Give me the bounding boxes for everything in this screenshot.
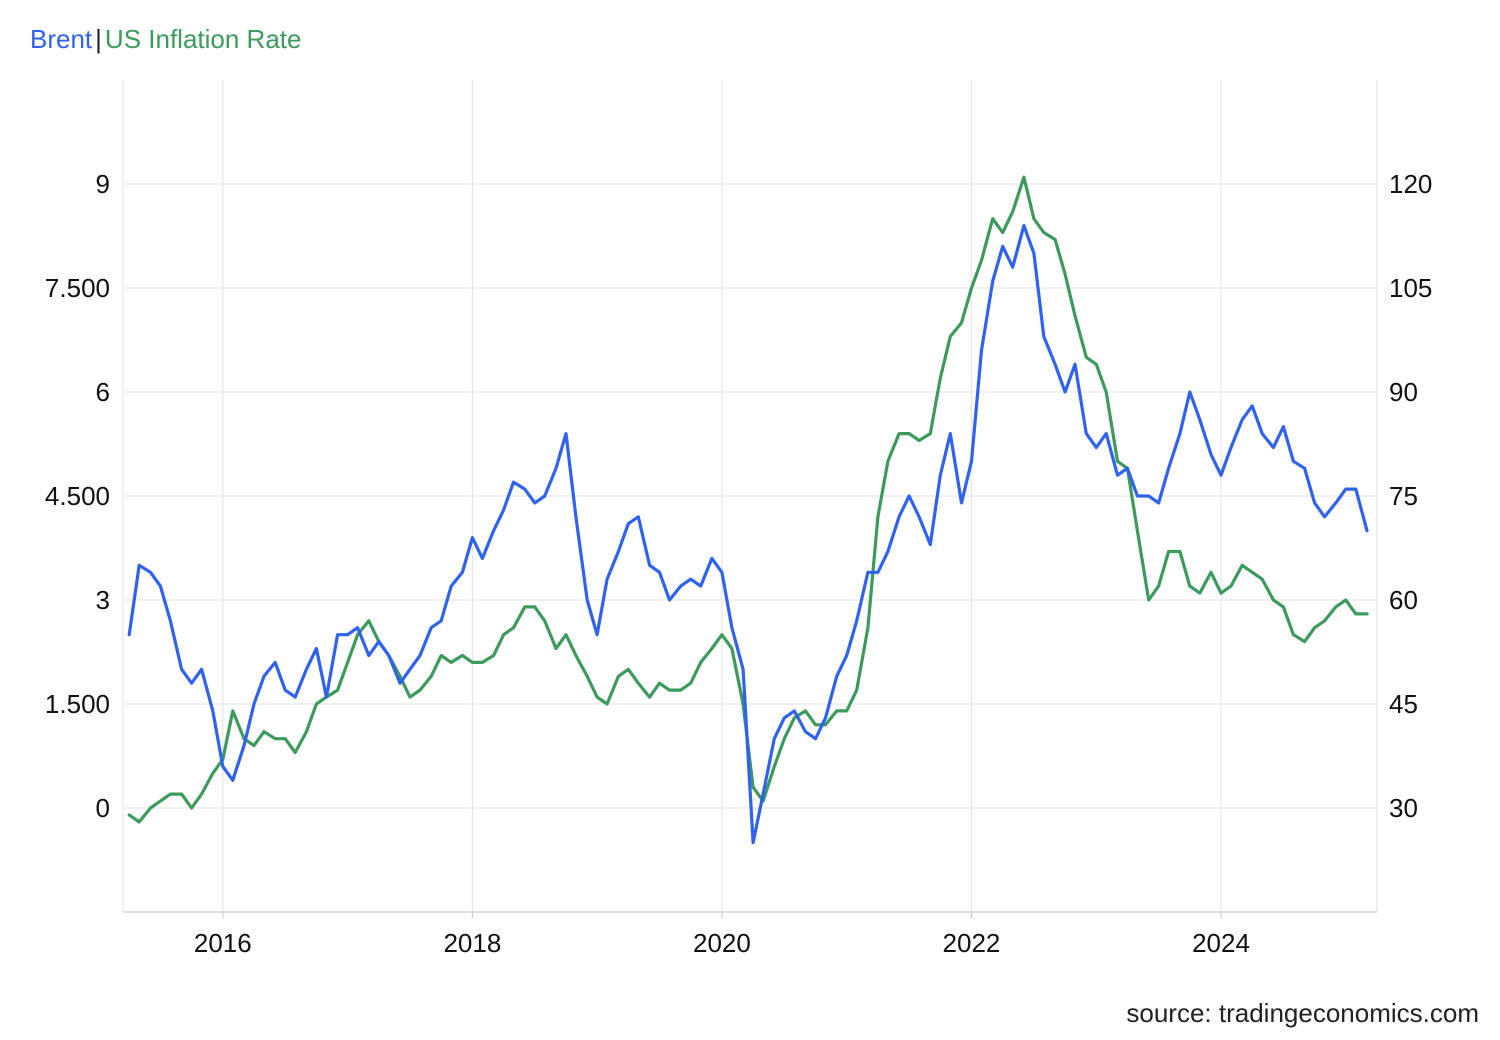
legend-inflation[interactable]: US Inflation Rate [104,24,302,54]
right-axis-tick: 120 [1389,169,1432,199]
inflation-line[interactable] [127,175,1369,824]
legend-brent[interactable]: Brent [30,24,93,54]
x-axis-tick: 2024 [1192,928,1250,958]
left-axis-tick: 7.500 [45,273,110,303]
source-credit[interactable]: source: tradingeconomics.com [1126,998,1479,1028]
left-axis-tick: 9 [96,169,110,199]
left-axis-tick: 4.500 [45,481,110,511]
right-axis-tick: 45 [1389,689,1418,719]
right-axis-tick: 60 [1389,585,1418,615]
legend-separator: | [95,24,102,54]
x-axis-tick: 2016 [194,928,252,958]
axes [122,80,1378,918]
right-axis-tick: 90 [1389,377,1418,407]
x-axis-tick: 2022 [943,928,1001,958]
right-axis-tick: 105 [1389,273,1432,303]
brent-line[interactable] [127,224,1369,845]
left-axis-tick: 0 [96,793,110,823]
left-axis-tick: 1.500 [45,689,110,719]
x-axis-tick: 2020 [693,928,751,958]
right-axis-tick: 75 [1389,481,1418,511]
series-lines [127,175,1369,845]
left-axis-tick: 3 [96,585,110,615]
x-axis-tick: 2018 [443,928,501,958]
chart-legend: Brent | US Inflation Rate [30,24,301,54]
right-axis-tick: 30 [1389,793,1418,823]
tick-labels: 9 7.500 6 4.500 3 1.500 0 120 105 90 75 60 45 30 2016 2… [45,169,1432,958]
left-axis-tick: 6 [96,377,110,407]
